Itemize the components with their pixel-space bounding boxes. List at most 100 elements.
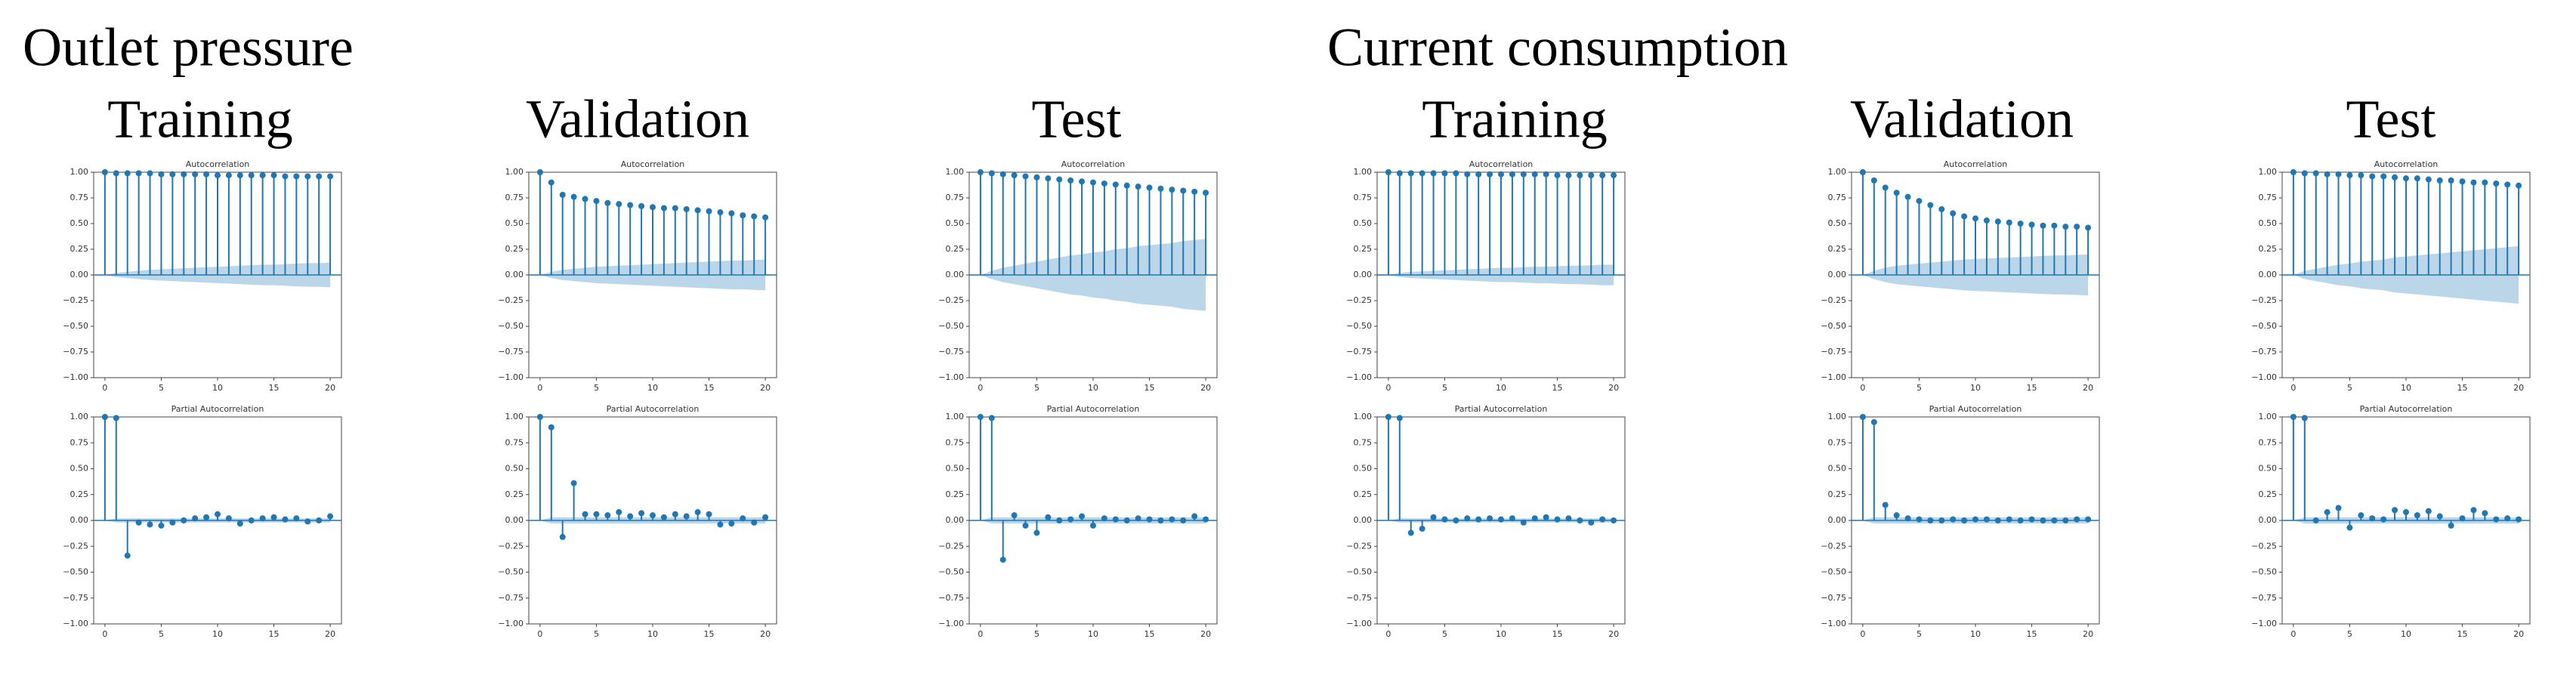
stem-marker (999, 557, 1006, 563)
stem-marker (2346, 172, 2353, 179)
stem-marker (1385, 169, 1391, 175)
y-tick-label: 0.50 (70, 464, 89, 474)
y-tick-label: −0.50 (63, 321, 88, 331)
stem-marker (1146, 516, 1153, 523)
stem-marker (1453, 170, 1459, 177)
x-tick-label: 15 (269, 629, 280, 639)
stem-marker (2504, 181, 2511, 188)
x-tick-label: 20 (325, 629, 335, 639)
stem-marker (1870, 177, 1877, 184)
stem-marker (660, 514, 667, 520)
stem-marker (270, 172, 277, 179)
stem-marker (215, 172, 221, 179)
stem-marker (2074, 224, 2080, 230)
stem-marker (728, 520, 735, 527)
column-title: Validation (1850, 89, 2074, 150)
stem-marker (2516, 182, 2522, 189)
stem-marker (2436, 513, 2443, 520)
y-tick-label: 0.00 (946, 270, 965, 279)
stem-marker (1520, 171, 1527, 178)
stem-marker (616, 509, 622, 516)
y-tick-label: −1.00 (2251, 619, 2277, 628)
y-tick-label: −1.00 (498, 619, 524, 628)
y-tick-label: −0.75 (938, 593, 964, 603)
x-tick-label: 15 (1552, 383, 1563, 393)
stem-marker (672, 511, 678, 517)
y-tick-label: 1.00 (2259, 167, 2278, 177)
stem-marker (706, 511, 712, 517)
stem-marker (316, 173, 323, 180)
stem-marker (1011, 512, 1018, 519)
y-tick-label: 0.00 (946, 515, 965, 525)
stem-marker (2290, 169, 2296, 175)
stem-marker (2301, 170, 2308, 177)
stem-marker (728, 210, 735, 217)
y-tick-label: 1.00 (946, 167, 965, 177)
stem-marker (1870, 418, 1877, 425)
stem-marker (2006, 219, 2012, 226)
stem-marker (1611, 517, 1617, 523)
stem-marker (2369, 173, 2376, 180)
y-tick-label: −0.50 (498, 321, 524, 331)
chart-title: Partial Autocorrelation (1455, 404, 1548, 414)
stem-marker (1543, 514, 1549, 520)
y-tick-label: −1.00 (2251, 372, 2277, 382)
x-tick-label: 5 (1034, 629, 1039, 639)
stem-marker (1859, 414, 1866, 420)
y-tick-label: 0.75 (1828, 437, 1847, 447)
stem-marker (1938, 205, 1945, 212)
stem-marker (1033, 174, 1040, 181)
stem-marker (1056, 176, 1063, 183)
stem-marker (1520, 519, 1527, 526)
stem-marker (1123, 517, 1130, 523)
x-tick-label: 10 (212, 629, 223, 639)
y-tick-label: 0.50 (946, 464, 965, 474)
y-tick-label: −0.25 (938, 295, 964, 305)
stem-marker (1441, 170, 1448, 177)
stem-marker (282, 516, 289, 523)
stem-marker (2062, 224, 2069, 230)
y-tick-label: 0.25 (1828, 244, 1847, 254)
x-tick-label: 15 (2027, 383, 2037, 393)
chart-title: Autocorrelation (1944, 159, 2008, 169)
y-tick-label: −0.75 (1346, 593, 1372, 603)
y-tick-label: 1.00 (1828, 412, 1847, 421)
stem-marker (124, 170, 131, 177)
stem-marker (2051, 517, 2058, 523)
y-tick-label: −0.75 (2251, 347, 2277, 357)
stem-marker (548, 179, 554, 186)
stem-marker (1531, 515, 1538, 522)
y-tick-label: −0.75 (498, 593, 524, 603)
x-tick-label: 15 (269, 383, 280, 393)
stem-marker (1950, 210, 1957, 217)
stem-marker (1554, 516, 1561, 523)
stem-marker (158, 171, 165, 178)
stem-marker (977, 169, 984, 175)
stem-marker (740, 212, 746, 219)
stem-marker (1983, 217, 1990, 224)
x-tick-label: 0 (2290, 629, 2296, 639)
stem-marker (1396, 170, 1403, 177)
y-tick-label: 0.50 (1828, 218, 1847, 228)
x-tick-label: 0 (2290, 383, 2296, 393)
y-tick-label: 1.00 (505, 412, 524, 421)
stem-marker (293, 515, 300, 522)
x-tick-label: 20 (760, 383, 771, 393)
stem-marker (2040, 517, 2046, 523)
y-tick-label: 0.00 (2259, 270, 2278, 279)
stem-marker (2040, 222, 2046, 229)
stem-marker (2085, 224, 2092, 231)
y-tick-label: 0.75 (946, 193, 965, 202)
x-tick-label: 0 (1385, 629, 1391, 639)
x-tick-label: 10 (2401, 629, 2411, 639)
y-tick-label: −0.25 (1346, 541, 1372, 551)
chart-title: Autocorrelation (186, 159, 250, 169)
stem-marker (762, 214, 769, 221)
stem-marker (536, 169, 543, 175)
y-tick-label: 0.50 (946, 218, 965, 228)
stem-marker (1938, 517, 1945, 523)
y-tick-label: −0.50 (938, 321, 964, 331)
stem-marker (225, 515, 232, 522)
stem-marker (1407, 529, 1414, 536)
stem-marker (1011, 172, 1018, 179)
